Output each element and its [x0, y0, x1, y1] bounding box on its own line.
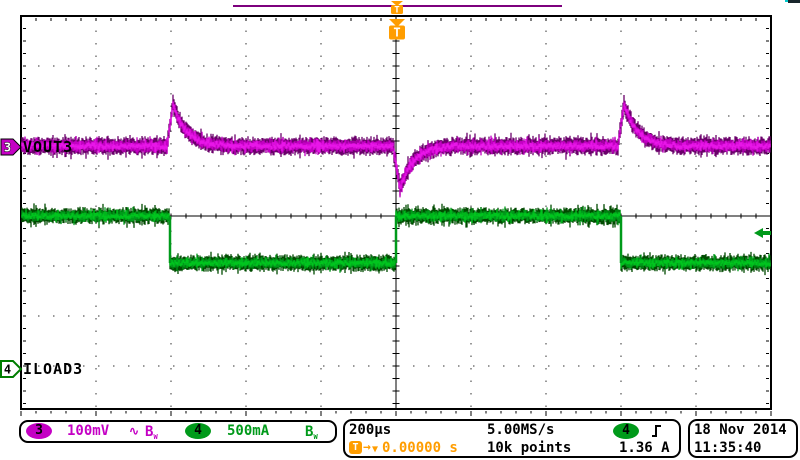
- svg-text:3: 3: [4, 141, 11, 155]
- trigger-position-flag: T: [389, 19, 405, 40]
- record-trigger-flag: T: [391, 1, 403, 16]
- datetime-box: 18 Nov 2014 11:35:40: [688, 419, 798, 458]
- time-label: 11:35:40: [694, 440, 761, 456]
- trigger-source-badge[interactable]: 4: [613, 423, 639, 439]
- ch3-scale: 100mV: [67, 423, 109, 439]
- screen-corner-artifact: [785, 0, 800, 3]
- ch4-badge[interactable]: 4: [185, 423, 211, 439]
- svg-text:T: T: [394, 6, 400, 16]
- ch4-bandwidth-icon: BW: [305, 424, 318, 445]
- horizontal-trigger-box[interactable]: 200µs 5.00MS/s 4 T → ▼ 0.00000 s 10k poi…: [343, 419, 681, 458]
- horizontal-scale: 200µs: [349, 422, 391, 438]
- trigger-position: 0.00000 s: [382, 440, 458, 456]
- date-label: 18 Nov 2014: [694, 422, 787, 438]
- svg-text:T: T: [393, 26, 400, 40]
- channel-scales-box[interactable]: 3 100mV ∿ BW 4 500mA BW: [19, 420, 337, 443]
- ch3-reference-marker: 3: [1, 139, 21, 155]
- trigger-arrow-icon: →: [363, 440, 371, 456]
- sample-rate: 5.00MS/s: [487, 422, 554, 438]
- ch3-ac-coupling-icon: ∿: [129, 423, 139, 439]
- rising-edge-icon: [651, 424, 663, 438]
- ch4-wave-label: ILOAD3: [23, 360, 83, 378]
- waveform-display: TT34: [0, 0, 800, 460]
- svg-text:4: 4: [4, 363, 11, 377]
- record-length: 10k points: [487, 440, 571, 456]
- ch3-wave-label: VOUT3: [23, 138, 73, 156]
- trigger-level: 1.36 A: [619, 440, 670, 456]
- trigger-marker-icon: ▼: [372, 442, 378, 458]
- ch3-badge[interactable]: 3: [26, 423, 52, 439]
- trigger-level-arrow: [754, 228, 771, 238]
- trigger-t-icon: T: [349, 441, 362, 454]
- ch3-bandwidth-icon: BW: [145, 424, 158, 445]
- oscilloscope-screen: TT34 VOUT3 ILOAD3 3 100mV ∿ BW 4 500mA B…: [0, 0, 800, 460]
- ch4-reference-marker: 4: [1, 361, 21, 377]
- ch4-scale: 500mA: [227, 423, 269, 439]
